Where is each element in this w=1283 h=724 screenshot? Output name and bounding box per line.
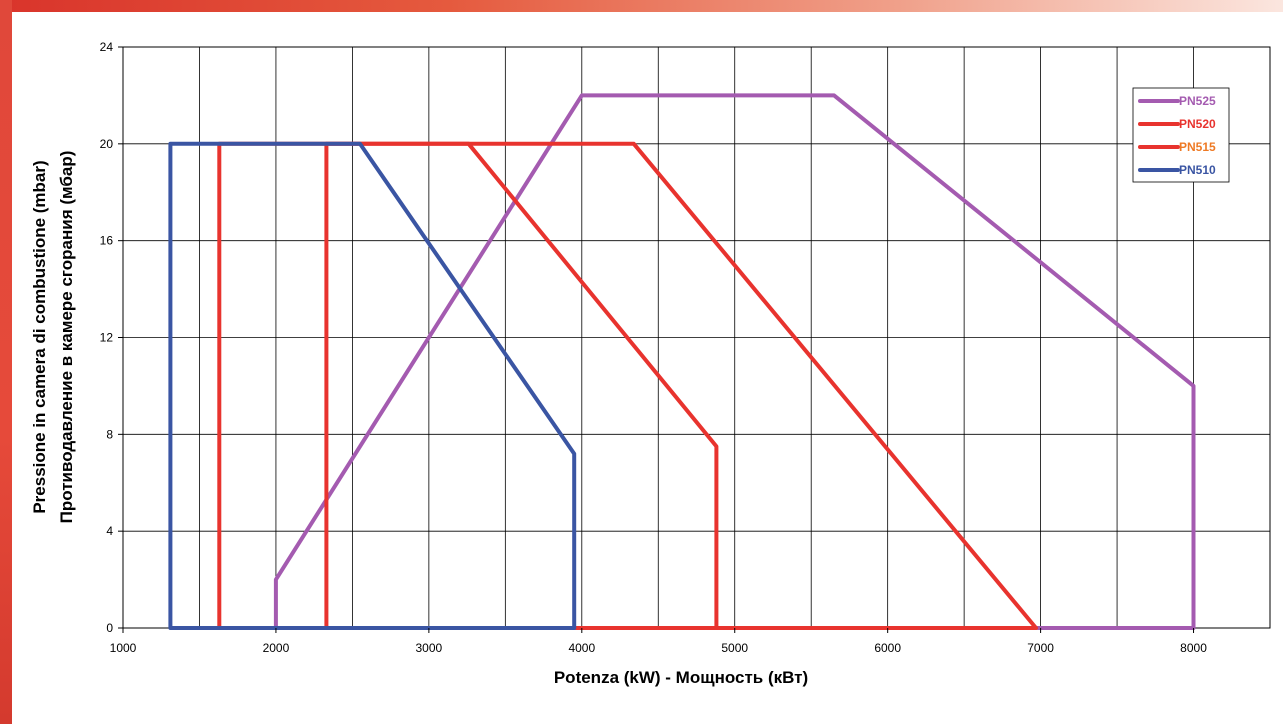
legend-label-pn510: PN510 [1179, 163, 1216, 177]
decorative-frame-left [0, 0, 12, 724]
y-tick-label: 8 [106, 427, 113, 441]
x-tick-label: 2000 [263, 641, 290, 655]
legend: PN525 PN520 PN515 PN510 [1132, 87, 1230, 183]
y-tick-label: 20 [100, 137, 114, 151]
x-axis-title: Potenza (kW) - Мощность (кВт) [554, 668, 808, 687]
legend-label-pn515: PN515 [1179, 140, 1216, 154]
x-tick-label: 8000 [1180, 641, 1207, 655]
x-tick-label: 4000 [568, 641, 595, 655]
x-tick-label: 6000 [874, 641, 901, 655]
y-tick-label: 16 [100, 234, 114, 248]
axis-group: 1000 2000 3000 4000 5000 6000 7000 8000 0 4 8 12 16 2… [100, 40, 1208, 655]
decorative-frame-top [0, 0, 1283, 12]
x-tick-label: 7000 [1027, 641, 1054, 655]
x-tick-label: 3000 [416, 641, 443, 655]
series-line-pn515 [217, 141, 719, 630]
x-tick-label: 5000 [721, 641, 748, 655]
legend-box [1132, 87, 1230, 183]
y-tick-label: 0 [106, 621, 113, 635]
y-tick-label: 12 [100, 331, 114, 345]
legend-label-pn525: PN525 [1179, 94, 1216, 108]
series-group [168, 93, 1196, 630]
x-tick-label: 1000 [110, 641, 137, 655]
y-axis-title-line-2: Противодавление в камере сгорания (мбар) [57, 151, 76, 524]
series-line-pn510 [168, 141, 577, 630]
y-tick-label: 24 [100, 40, 114, 54]
decorative-frame-corner [12, 12, 22, 22]
legend-label-pn520: PN520 [1179, 117, 1216, 131]
series-line-pn520 [324, 141, 1038, 630]
y-tick-label: 4 [106, 524, 113, 538]
y-axis-title-line-1: Pressione in camera di combustione (mbar… [30, 160, 49, 513]
